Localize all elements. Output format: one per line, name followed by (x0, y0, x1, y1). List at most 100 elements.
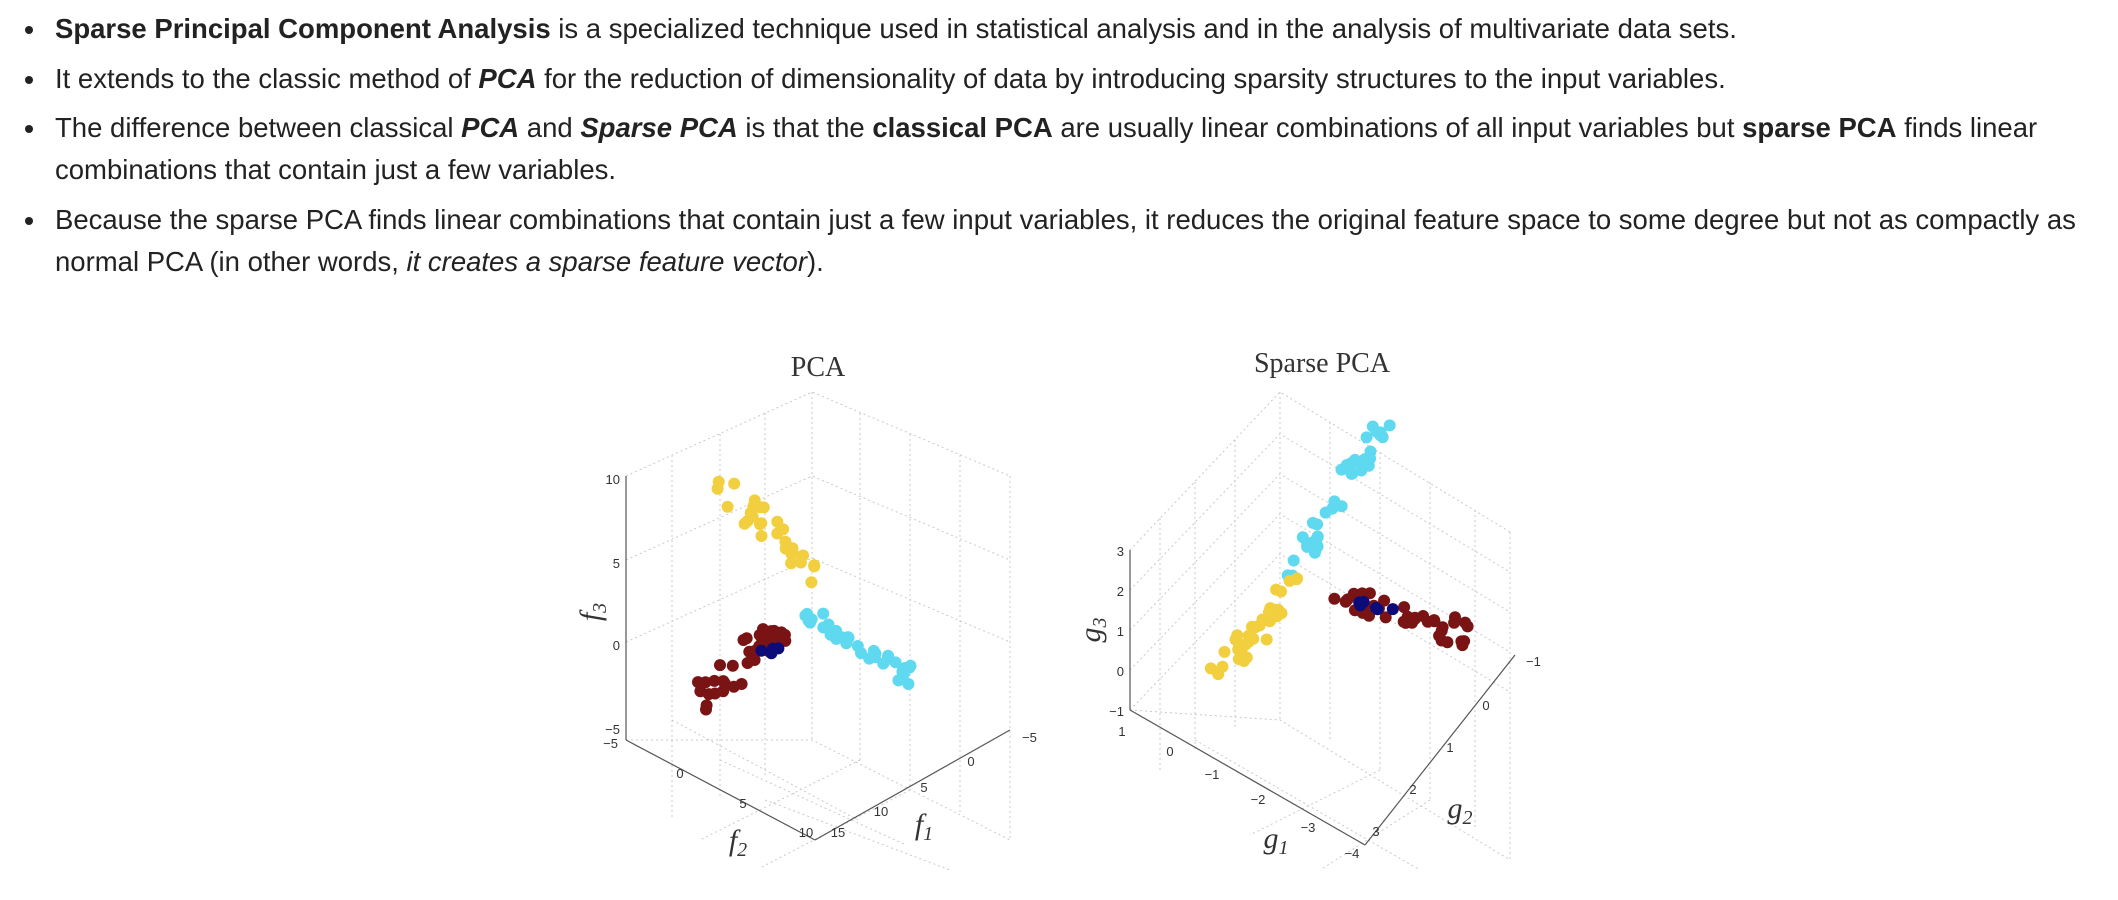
maroon-point (1428, 615, 1441, 628)
pca-x-ticks: −5 0 5 10 15 (603, 736, 845, 840)
sparse-pca-x-tick: −2 (1251, 792, 1266, 807)
cyan-point (1383, 419, 1396, 432)
sparse-pca-x-label: g1 (1264, 822, 1289, 859)
pca-x-label: f2 (729, 824, 747, 861)
text-run: is that the (737, 112, 873, 143)
maroon-point (1461, 620, 1474, 633)
yellow-point (771, 527, 784, 540)
navy-point (1386, 603, 1399, 616)
yellow-point (754, 518, 766, 531)
emphasized-text: PCA (478, 62, 537, 94)
cyan-point (1366, 420, 1379, 433)
cyan-point (842, 631, 855, 644)
text-run: is a specialized technique used in stati… (550, 13, 1737, 44)
maroon-point (718, 677, 731, 690)
yellow-point (728, 477, 741, 490)
cyan-point (904, 659, 917, 672)
sparse-pca-x-tick: −1 (1205, 767, 1220, 782)
yellow-point (1275, 585, 1287, 598)
pca-comparison-figure: PCA 1 0 5 (574, 348, 1541, 871)
sparse-pca-plot: Sparse PCA 3 2 (1074, 348, 1541, 871)
pca-x-tick: 0 (676, 766, 683, 781)
maroon-point (700, 699, 713, 712)
sparse-pca-z-tick: 3 (1117, 544, 1124, 559)
sparse-pca-points (1204, 419, 1474, 681)
cyan-point (1311, 518, 1324, 531)
sparse-pca-z-ticks: 3 2 1 0 −1 (1109, 544, 1124, 719)
yellow-point (808, 560, 821, 573)
sparse-pca-x-tick: −3 (1301, 820, 1316, 835)
emphasized-text: Sparse Principal Component Analysis (55, 13, 551, 44)
sparse-pca-z-tick: 0 (1117, 664, 1124, 679)
yellow-point (738, 517, 751, 530)
pca-y-ticks: −5 0 5 10 (874, 730, 1037, 819)
cyan-point (855, 647, 867, 660)
text-run: ). (807, 245, 824, 277)
sparse-pca-y-tick: 2 (1409, 782, 1416, 797)
emphasized-text: PCA (461, 112, 520, 143)
navy-point (1371, 603, 1384, 616)
sparse-pca-y-tick: 1 (1446, 740, 1453, 755)
cyan-point (1310, 541, 1323, 554)
yellow-point (1204, 662, 1217, 675)
cyan-point (1287, 554, 1300, 567)
cyan-point (881, 653, 894, 665)
sparse-pca-x-tick: 1 (1118, 724, 1125, 739)
sparse-pca-x-ticks: 1 0 −1 −2 −3 −4 (1118, 724, 1359, 861)
maroon-point (714, 659, 726, 672)
cyan-point (1358, 453, 1371, 466)
maroon-point (777, 632, 790, 645)
cyan-point (902, 678, 915, 690)
sparse-pca-y-tick: 0 (1482, 698, 1489, 713)
emphasized-text: sparse PCA (1742, 112, 1897, 143)
yellow-point (1291, 572, 1304, 585)
yellow-point (1232, 643, 1245, 656)
maroon-point (737, 634, 750, 646)
sparse-pca-y-ticks: −1 0 1 2 3 (1372, 654, 1540, 839)
sparse-pca-y-label: g2 (1448, 792, 1473, 829)
text-run: and (519, 112, 581, 143)
cyan-point (868, 651, 881, 664)
sparse-pca-axes (1129, 550, 1516, 846)
yellow-point (1244, 630, 1257, 643)
sparse-pca-z-tick: 2 (1117, 584, 1124, 599)
maroon-point (1363, 587, 1376, 600)
cyan-point (1345, 467, 1358, 480)
cyan-point (1310, 533, 1323, 545)
pca-y-label: f1 (915, 808, 933, 845)
cyan-point (1319, 506, 1332, 519)
pca-points (692, 475, 917, 716)
yellow-point (1272, 603, 1285, 616)
navy-point (1353, 596, 1366, 609)
sparse-pca-y-tick: −1 (1526, 654, 1541, 669)
bullet-item: Because the sparse PCA finds linear comb… (0, 199, 2118, 283)
bullet-list: Sparse Principal Component Analysis is a… (0, 8, 2118, 290)
pca-z-tick: 5 (613, 556, 620, 571)
yellow-point (794, 556, 807, 569)
maroon-point (708, 674, 721, 687)
pca-x-tick: 15 (831, 825, 845, 840)
yellow-point (757, 501, 770, 514)
sparse-pca-x-tick: 0 (1166, 744, 1173, 759)
emphasized-text: Sparse PCA (580, 112, 738, 143)
text-run: finds linear combinations that contain j… (55, 112, 2038, 185)
maroon-point (1448, 616, 1461, 629)
pca-title: PCA (791, 352, 846, 383)
maroon-point (768, 624, 781, 637)
sparse-pca-y-tick: 3 (1372, 824, 1379, 839)
pca-y-tick: 5 (920, 780, 927, 795)
cyan-point (802, 614, 815, 627)
maroon-point (1328, 592, 1341, 605)
cyan-point (830, 624, 843, 637)
navy-point (755, 644, 768, 657)
maroon-point (748, 654, 761, 666)
sparse-pca-title: Sparse PCA (1254, 348, 1391, 379)
pca-x-tick: −5 (603, 736, 618, 751)
text-run: are usually linear combinations of all i… (1052, 112, 1743, 143)
pca-y-tick: 0 (967, 754, 974, 769)
maroon-point (1398, 601, 1411, 614)
text-run: The difference between classical (55, 112, 462, 143)
cyan-point (1301, 540, 1314, 553)
yellow-point (1216, 660, 1229, 673)
text-run: for the reduction of dimensionality of d… (536, 62, 1726, 94)
